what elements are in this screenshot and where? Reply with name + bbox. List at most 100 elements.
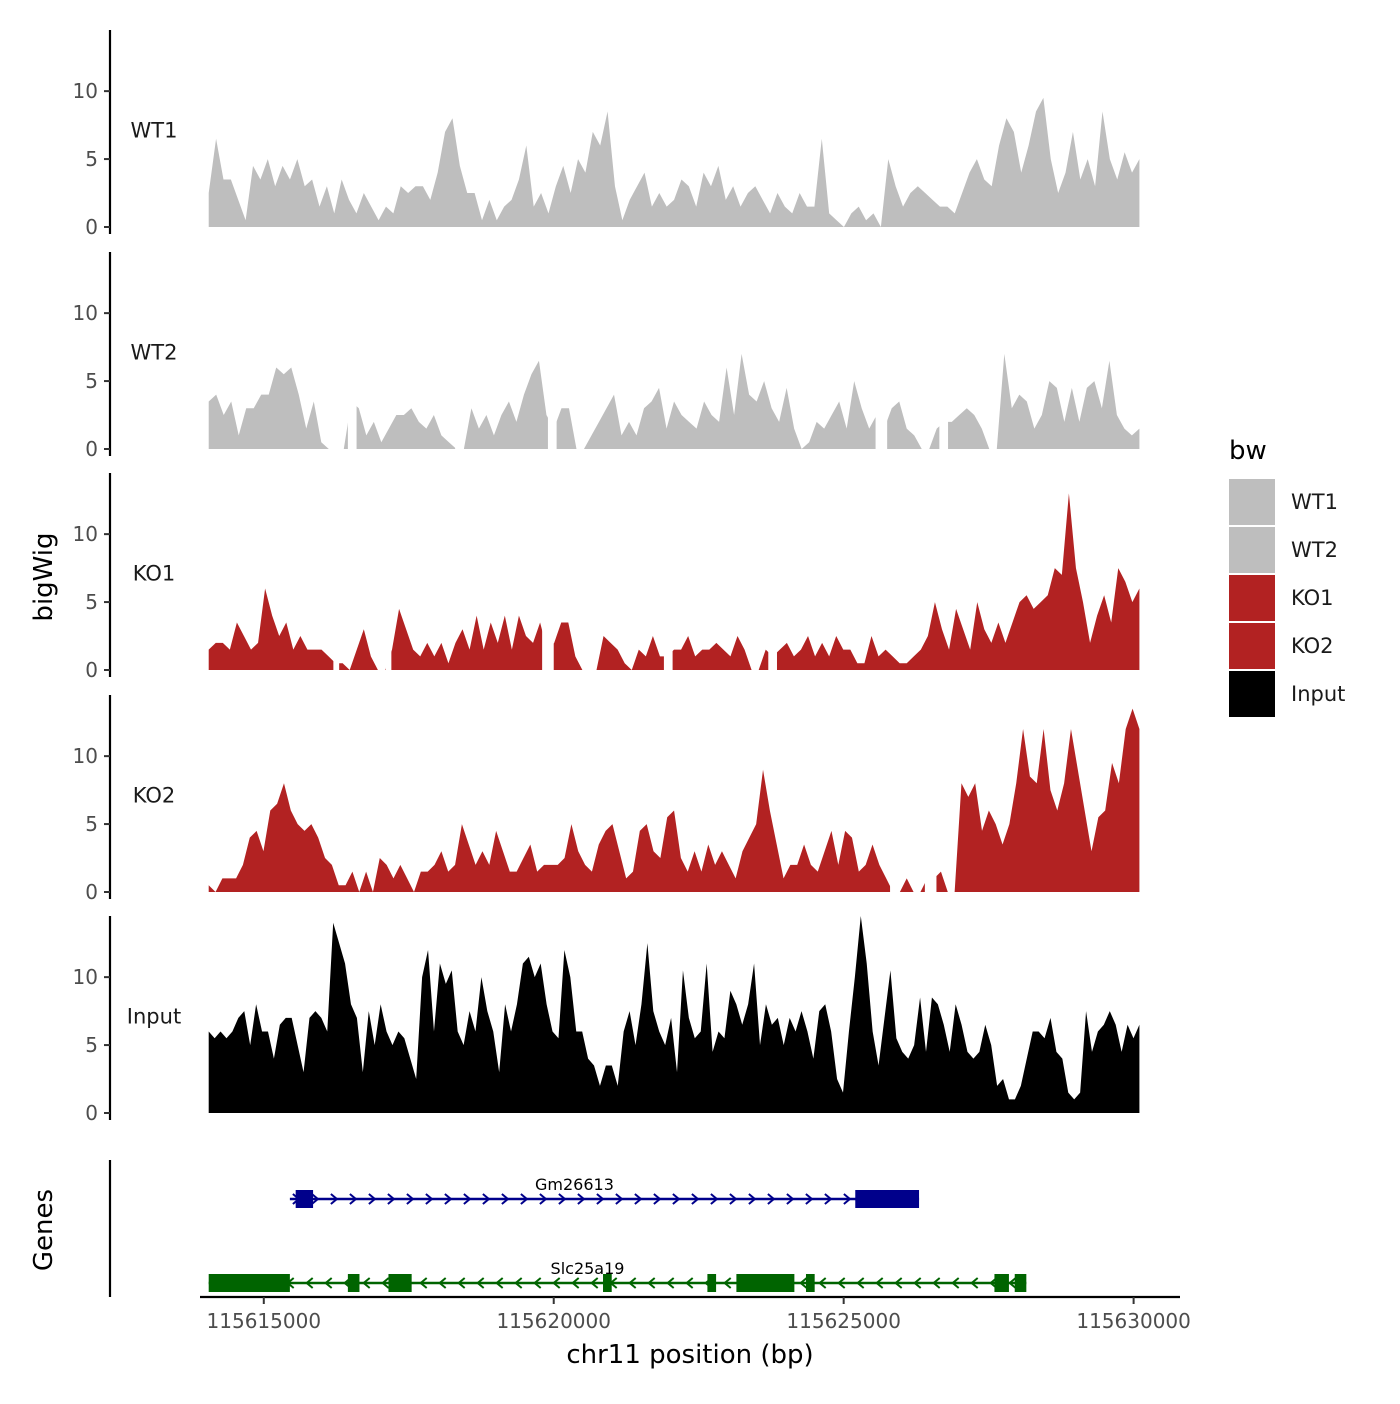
- strand-arrow: [748, 1193, 757, 1205]
- y-tick-label: 0: [85, 1101, 98, 1125]
- y-tick-label: 10: [73, 79, 98, 103]
- gene-exon: [805, 1274, 815, 1292]
- gene-slc25a19: Slc25a19: [208, 1259, 1027, 1292]
- strand-arrow: [634, 1193, 643, 1205]
- y-tick-label: 0: [85, 658, 98, 682]
- strand-arrow: [843, 1193, 852, 1205]
- gene-gm26613: Gm26613: [289, 1175, 920, 1208]
- area-series-ko2: [208, 708, 1140, 892]
- coverage-gap: [547, 252, 557, 450]
- strand-arrow: [381, 1277, 390, 1289]
- gene-exon: [1014, 1274, 1027, 1292]
- legend-item-wt1: WT1: [1229, 479, 1338, 525]
- strand-arrow: [362, 1277, 371, 1289]
- strand-arrow: [932, 1277, 941, 1289]
- gene-exon: [603, 1274, 612, 1292]
- strand-arrow: [799, 1277, 808, 1289]
- coverage-gap: [455, 252, 464, 450]
- legend-swatch: [1229, 527, 1275, 573]
- legend-swatch: [1229, 575, 1275, 621]
- x-axis-title: chr11 position (bp): [566, 1340, 813, 1370]
- gene-label: Slc25a19: [551, 1259, 625, 1278]
- strand-arrow: [457, 1277, 466, 1289]
- strand-arrow: [438, 1277, 447, 1289]
- strand-arrow: [723, 1277, 732, 1289]
- strand-arrow: [913, 1277, 922, 1289]
- gene-exon: [388, 1274, 412, 1292]
- y-tick-label: 0: [85, 215, 98, 239]
- track-label: KO2: [133, 783, 176, 807]
- track-label: KO1: [133, 561, 176, 585]
- coverage-gap: [385, 473, 392, 671]
- gene-label: Gm26613: [535, 1175, 614, 1194]
- legend-item-input: Input: [1229, 671, 1345, 717]
- strand-arrow: [571, 1277, 580, 1289]
- coverage-gap: [875, 252, 888, 450]
- x-axis: 115615000 115620000 115625000 115630000: [200, 1295, 1191, 1333]
- area-series-wt2: [208, 353, 1140, 449]
- strand-arrow: [476, 1277, 485, 1289]
- gene-exon: [347, 1274, 360, 1292]
- strand-arrow: [894, 1277, 903, 1289]
- legend-item-ko1: KO1: [1229, 575, 1334, 621]
- strand-arrow: [590, 1277, 599, 1289]
- y-tick-label: 5: [85, 369, 98, 393]
- legend-item-wt2: WT2: [1229, 527, 1338, 573]
- strand-arrow: [767, 1193, 776, 1205]
- strand-arrow: [786, 1193, 795, 1205]
- coverage-gap: [347, 252, 357, 450]
- legend-swatch: [1229, 623, 1275, 669]
- track-wt2: 0 5 10 WT2: [73, 252, 1140, 461]
- legend-label: WT1: [1291, 490, 1338, 514]
- legend-items: WT1 WT2 KO1 KO2 Input: [1229, 479, 1345, 717]
- legend-label: WT2: [1291, 538, 1338, 562]
- coverage-gap: [924, 695, 937, 893]
- strand-arrow: [368, 1193, 377, 1205]
- strand-arrow: [552, 1277, 561, 1289]
- gene-exon: [295, 1190, 314, 1208]
- x-tick-label: 115625000: [786, 1309, 901, 1333]
- strand-arrow: [558, 1193, 567, 1205]
- strand-arrow: [691, 1193, 700, 1205]
- coverage-gap: [333, 473, 340, 671]
- y-tick-label: 10: [73, 301, 98, 325]
- strand-arrow: [463, 1193, 472, 1205]
- strand-arrow: [824, 1193, 833, 1205]
- legend-swatch: [1229, 671, 1275, 717]
- gene-exon: [736, 1274, 795, 1292]
- legend-title: bw: [1229, 436, 1267, 466]
- strand-arrow: [444, 1193, 453, 1205]
- strand-arrow: [628, 1277, 637, 1289]
- track-label: WT1: [131, 118, 178, 142]
- track-wt1: 0 5 10 WT1: [73, 30, 1140, 239]
- coverage-gap: [939, 252, 949, 450]
- strand-arrow: [501, 1193, 510, 1205]
- legend: bw WT1 WT2 KO1 KO2 Input: [1229, 436, 1345, 717]
- track-label: WT2: [131, 340, 178, 364]
- coverage-gap: [890, 695, 896, 893]
- y-tick-label: 5: [85, 147, 98, 171]
- y-tick-label: 5: [85, 1033, 98, 1057]
- legend-label: KO1: [1291, 586, 1334, 610]
- strand-arrow: [311, 1193, 320, 1205]
- strand-arrow: [856, 1277, 865, 1289]
- y-tick-label: 0: [85, 437, 98, 461]
- x-tick-label: 115620000: [496, 1309, 611, 1333]
- coverage-gap: [768, 473, 777, 671]
- strand-arrow: [653, 1193, 662, 1205]
- strand-arrow: [425, 1193, 434, 1205]
- strand-arrow: [495, 1277, 504, 1289]
- y-tick-label: 0: [85, 880, 98, 904]
- genes-layer: Gm26613 Slc25a19: [108, 1160, 1027, 1297]
- area-series-wt1: [208, 97, 1140, 228]
- strand-arrow: [685, 1277, 694, 1289]
- strand-arrow: [577, 1193, 586, 1205]
- y-tick-label: 5: [85, 812, 98, 836]
- strand-arrow: [349, 1193, 358, 1205]
- legend-swatch: [1229, 479, 1275, 525]
- strand-arrow: [805, 1193, 814, 1205]
- strand-arrow: [647, 1277, 656, 1289]
- gene-exon: [707, 1274, 717, 1292]
- strand-arrow: [729, 1193, 738, 1205]
- strand-arrow: [970, 1277, 979, 1289]
